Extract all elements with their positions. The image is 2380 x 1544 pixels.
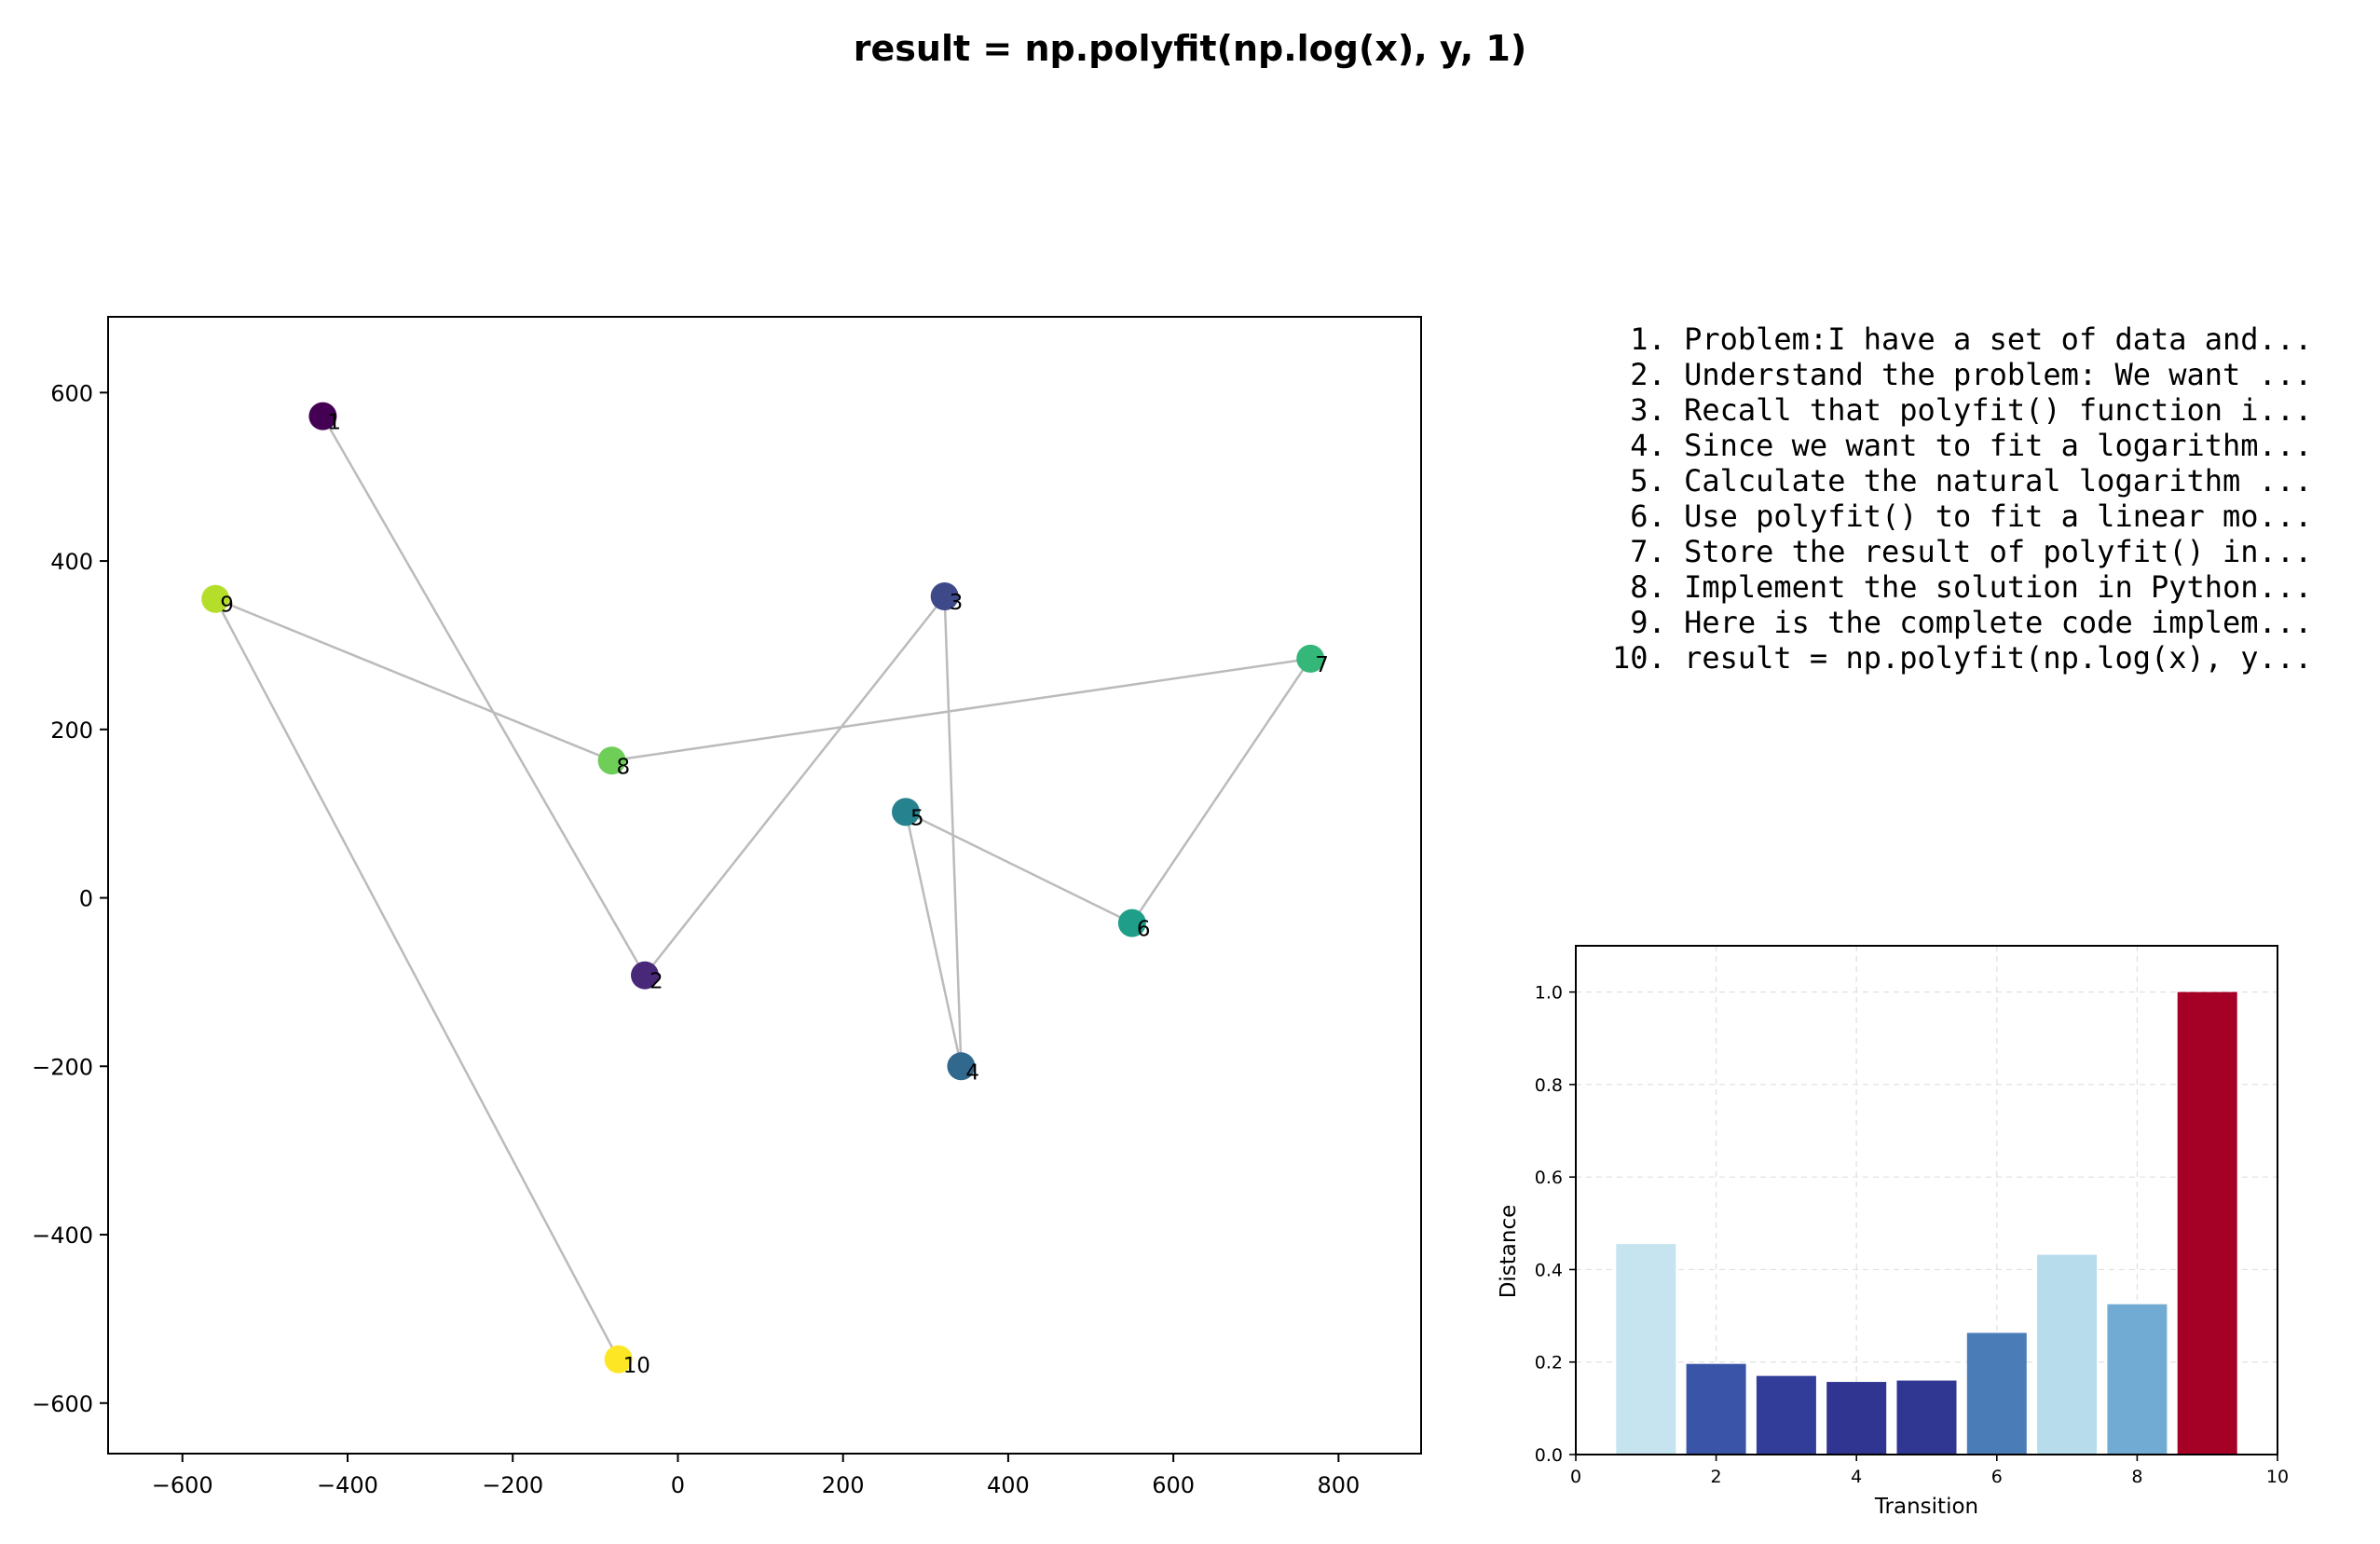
path-segment bbox=[214, 598, 620, 1360]
x-tick-label: 800 bbox=[1317, 1472, 1360, 1498]
x-tick-label: 10 bbox=[2266, 1467, 2289, 1487]
point-label: 6 bbox=[1137, 918, 1151, 942]
bar bbox=[1826, 1382, 1887, 1455]
x-tick-label: 600 bbox=[1152, 1472, 1195, 1498]
y-tick-label: −600 bbox=[32, 1391, 93, 1417]
path-segment bbox=[214, 597, 613, 762]
scatter-point bbox=[1296, 644, 1325, 673]
step-item: 1. Problem:I have a set of data and... bbox=[1612, 321, 2313, 357]
bar bbox=[2177, 991, 2237, 1455]
step-item: 6. Use polyfit() to fit a linear mo... bbox=[1612, 499, 2313, 534]
y-tick-label: −200 bbox=[32, 1054, 93, 1080]
scatter-point bbox=[892, 798, 921, 827]
point-label: 1 bbox=[327, 411, 341, 435]
x-tick-label: 0 bbox=[1570, 1467, 1581, 1487]
x-tick-label: 8 bbox=[2131, 1467, 2142, 1487]
bar bbox=[1896, 1380, 1957, 1455]
point-label: 4 bbox=[965, 1060, 979, 1085]
point-label: 7 bbox=[1315, 653, 1329, 677]
y-axis-label: Distance bbox=[1497, 1205, 1521, 1299]
x-tick-label: 200 bbox=[822, 1472, 865, 1498]
y-tick-label: 600 bbox=[50, 380, 93, 406]
step-item: 3. Recall that polyfit() function i... bbox=[1612, 392, 2313, 428]
y-tick-label: 0.0 bbox=[1535, 1445, 1563, 1466]
bar bbox=[2037, 1254, 2098, 1455]
x-tick-label: −400 bbox=[317, 1472, 378, 1498]
y-tick-label: 0.4 bbox=[1535, 1260, 1563, 1280]
step-item: 7. Store the result of polyfit() in... bbox=[1612, 534, 2313, 569]
step-item: 2. Understand the problem: We want ... bbox=[1612, 357, 2313, 392]
point-label: 5 bbox=[910, 806, 924, 830]
y-tick-label: 0 bbox=[79, 886, 93, 912]
step-item: 5. Calculate the natural logarithm ... bbox=[1612, 463, 2313, 499]
scatter-chart-group: 1 2 3 4 5 6 7 8 9 10 −600 −400 −200 0 200 400 600 800 −600… bbox=[32, 316, 1422, 1498]
path-segment bbox=[943, 595, 963, 1067]
step-item: 4. Since we want to fit a logarithm... bbox=[1612, 428, 2313, 463]
y-tick-label: 0.2 bbox=[1535, 1353, 1563, 1373]
y-tick-label: −400 bbox=[32, 1223, 93, 1249]
bar bbox=[1616, 1244, 1676, 1455]
step-item: 9. Here is the complete code implem... bbox=[1612, 605, 2313, 640]
x-tick-label: 0 bbox=[671, 1472, 685, 1498]
bar-plot-frame bbox=[1575, 945, 2278, 1455]
x-tick-label: 4 bbox=[1851, 1467, 1862, 1487]
scatter-point bbox=[597, 746, 626, 775]
path-segment bbox=[644, 595, 946, 977]
y-tick-label: 0.8 bbox=[1535, 1075, 1563, 1096]
y-tick-label: 1.0 bbox=[1535, 983, 1563, 1004]
bar bbox=[1966, 1332, 2027, 1455]
step-item: 10. result = np.polyfit(np.log(x), y... bbox=[1612, 640, 2313, 676]
scatter-point bbox=[1117, 909, 1146, 937]
path-segment bbox=[904, 812, 963, 1067]
y-tick-label: 0.6 bbox=[1535, 1168, 1563, 1188]
x-axis-label: Transition bbox=[1874, 1495, 1978, 1519]
x-tick-label: 400 bbox=[987, 1472, 1030, 1498]
path-segment bbox=[1130, 658, 1312, 924]
scatter-point bbox=[930, 582, 959, 611]
figure-title: result = np.polyfit(np.log(x), y, 1) bbox=[853, 28, 1527, 69]
step-item: 8. Implement the solution in Python... bbox=[1612, 569, 2313, 605]
steps-list: 1. Problem:I have a set of data and... 2… bbox=[1612, 321, 2312, 676]
path-segment bbox=[321, 416, 647, 977]
point-label: 3 bbox=[950, 591, 964, 615]
y-tick-label: 200 bbox=[50, 717, 93, 744]
bar bbox=[2107, 1304, 2168, 1455]
y-tick-label: 400 bbox=[50, 549, 93, 575]
point-label: 2 bbox=[650, 970, 663, 994]
x-tick-label: −200 bbox=[482, 1472, 543, 1498]
scatter-point bbox=[631, 961, 660, 990]
path-segment bbox=[905, 811, 1133, 924]
x-tick-label: 6 bbox=[1991, 1467, 2003, 1487]
bar bbox=[1756, 1375, 1816, 1455]
point-label: 9 bbox=[220, 594, 234, 618]
scatter-point bbox=[947, 1052, 976, 1081]
point-label: 10 bbox=[623, 1354, 650, 1378]
scatter-point bbox=[308, 402, 337, 430]
bar bbox=[1686, 1363, 1746, 1455]
scatter-plot-frame bbox=[107, 316, 1422, 1455]
bar-chart-group: 0 2 4 6 8 10 0.0 0.2 0.4 0.6 0.8 1.0 Transition Dista… bbox=[1497, 945, 2289, 1519]
point-label: 8 bbox=[617, 755, 631, 779]
x-tick-label: 2 bbox=[1711, 1467, 1722, 1487]
x-tick-label: −600 bbox=[152, 1472, 213, 1498]
scatter-point bbox=[604, 1345, 633, 1373]
path-segment bbox=[611, 657, 1311, 762]
scatter-point bbox=[201, 584, 230, 613]
